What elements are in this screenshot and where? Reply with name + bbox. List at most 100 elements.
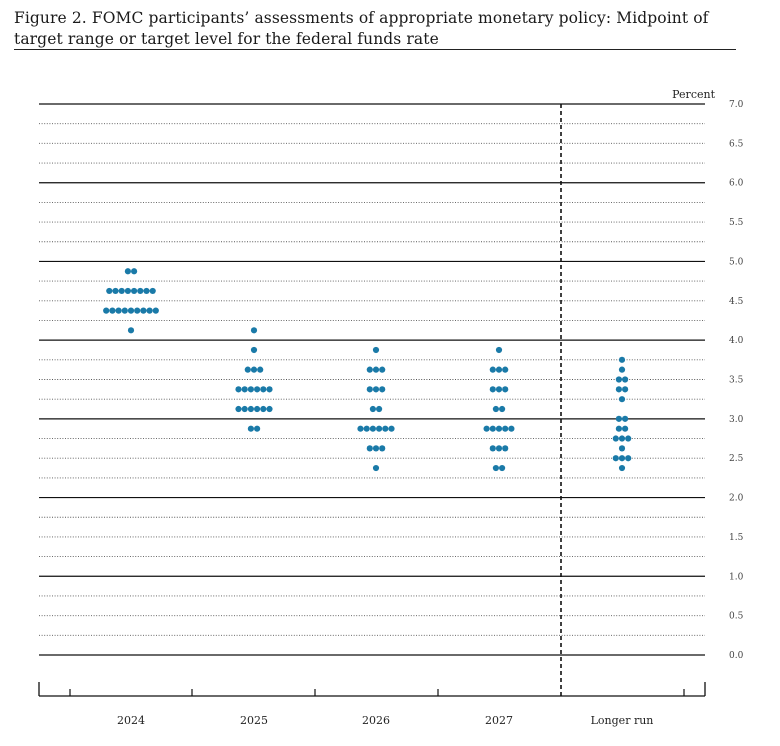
participant-dot xyxy=(260,386,267,393)
x-category-label: Longer run xyxy=(591,714,654,727)
figure-title: Figure 2. FOMC participants’ assessments… xyxy=(14,9,709,48)
participant-dot xyxy=(618,366,626,373)
participant-dot xyxy=(131,287,138,295)
title-rule xyxy=(14,49,736,50)
participant-dot xyxy=(363,425,370,432)
participant-dot xyxy=(127,307,135,314)
participant-dot xyxy=(109,307,116,314)
participant-dot xyxy=(247,386,254,393)
participant-dot xyxy=(357,425,364,432)
participant-dot xyxy=(499,464,506,472)
participant-dot xyxy=(615,386,623,393)
participant-dot xyxy=(260,405,267,413)
y-axis-unit-label: Percent xyxy=(672,88,715,101)
participant-dot xyxy=(140,307,147,314)
y-tick-label: 1.0 xyxy=(729,572,744,582)
y-tick-label: 7.0 xyxy=(729,100,744,110)
participant-dots xyxy=(103,268,632,472)
y-tick-label: 4.0 xyxy=(729,336,744,346)
participant-dot xyxy=(508,425,515,432)
participant-dot xyxy=(254,425,261,432)
participant-dot xyxy=(489,445,496,452)
participant-dot xyxy=(127,327,135,334)
y-tick-label: 2.0 xyxy=(729,494,744,504)
participant-dot xyxy=(146,307,153,314)
participant-dot xyxy=(495,386,503,393)
participant-dot xyxy=(247,405,254,413)
participant-dot xyxy=(131,268,138,275)
participant-dot xyxy=(250,346,258,354)
participant-dot xyxy=(502,366,509,373)
participant-dot xyxy=(615,415,623,422)
participant-dot xyxy=(372,386,380,393)
participant-dot xyxy=(241,386,248,393)
participant-dot xyxy=(612,435,619,442)
participant-dot xyxy=(247,425,254,432)
participant-dot xyxy=(618,464,626,472)
y-tick-labels: 0.0 0.5 1.0 1.5 2.0 2.5 3.0 3.5 4.0 4.5 5.0 5.5 6.0 6… xyxy=(729,100,744,661)
participant-dot xyxy=(118,287,125,295)
participant-dot xyxy=(369,425,376,432)
y-tick-label: 4.5 xyxy=(729,297,744,307)
x-category-label: 2025 xyxy=(240,714,268,727)
participant-dot xyxy=(124,268,131,275)
participant-dot xyxy=(489,366,496,373)
y-tick-label: 2.5 xyxy=(729,454,744,464)
participant-dot xyxy=(618,396,626,403)
participant-dot xyxy=(502,445,509,452)
participant-dot xyxy=(254,405,261,413)
participant-dot xyxy=(495,366,503,373)
participant-dot xyxy=(625,455,632,462)
participant-dot xyxy=(625,435,632,442)
participant-dot xyxy=(502,425,509,432)
y-tick-label: 5.0 xyxy=(729,257,744,267)
participant-dot xyxy=(366,366,373,373)
y-tick-label: 1.5 xyxy=(729,533,744,543)
participant-dot xyxy=(618,445,626,452)
participant-dot xyxy=(618,356,626,363)
participant-dot xyxy=(622,415,629,422)
y-tick-label: 6.5 xyxy=(729,139,744,149)
participant-dot xyxy=(499,405,506,413)
participant-dot xyxy=(622,386,629,393)
participant-dot xyxy=(121,307,128,314)
participant-dot xyxy=(618,435,626,442)
participant-dot xyxy=(379,445,386,452)
participant-dot xyxy=(235,405,242,413)
participant-dot xyxy=(266,405,273,413)
y-tick-label: 3.5 xyxy=(729,376,744,386)
x-category-label: 2024 xyxy=(117,714,145,727)
participant-dot xyxy=(369,405,376,413)
participant-dot xyxy=(372,464,380,472)
participant-dot xyxy=(376,425,383,432)
y-tick-label: 0.5 xyxy=(729,612,744,622)
participant-dot xyxy=(382,425,389,432)
participant-dot xyxy=(106,287,113,295)
participant-dot xyxy=(379,386,386,393)
participant-dot xyxy=(388,425,395,432)
participant-dot xyxy=(372,445,380,452)
participant-dot xyxy=(115,307,122,314)
participant-dot xyxy=(124,287,131,295)
x-axis xyxy=(38,682,706,697)
participant-dot xyxy=(366,386,373,393)
participant-dot xyxy=(495,346,503,354)
participant-dot xyxy=(379,366,386,373)
y-tick-label: 3.0 xyxy=(729,415,744,425)
participant-dot xyxy=(489,386,496,393)
x-category-label: 2027 xyxy=(485,714,513,727)
participant-dot xyxy=(495,425,503,432)
participant-dot xyxy=(366,445,373,452)
y-tick-label: 5.5 xyxy=(729,218,744,228)
participant-dot xyxy=(250,327,258,334)
participant-dot xyxy=(622,425,629,432)
participant-dot xyxy=(495,445,503,452)
participant-dot xyxy=(241,405,248,413)
participant-dot xyxy=(372,346,380,354)
participant-dot xyxy=(112,287,119,295)
y-tick-label: 0.0 xyxy=(729,651,744,661)
participant-dot xyxy=(376,405,383,413)
grid-lines xyxy=(39,103,705,656)
participant-dot xyxy=(372,366,380,373)
